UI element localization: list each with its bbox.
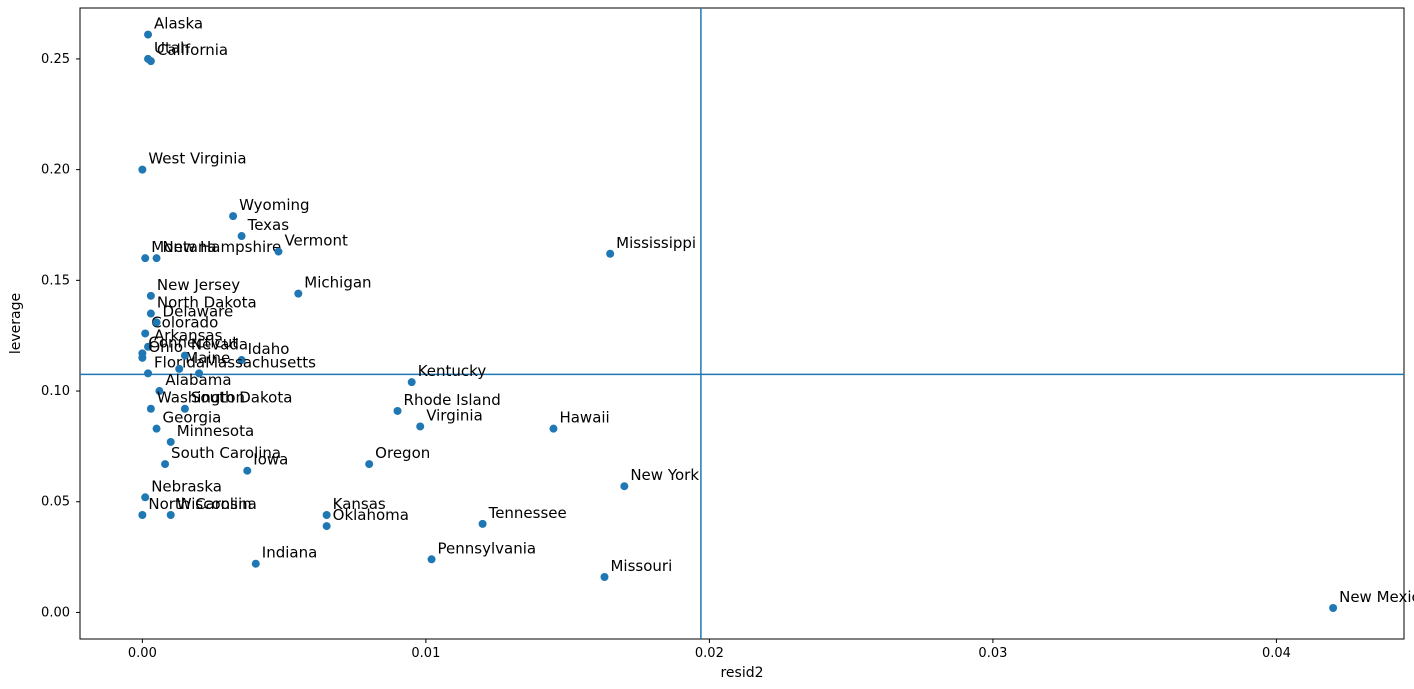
data-point-label: Michigan — [304, 274, 371, 292]
x-tick-label: 0.03 — [978, 646, 1007, 661]
data-point — [479, 520, 487, 528]
data-point-label: Hawaii — [559, 409, 609, 427]
x-tick-label: 0.00 — [128, 646, 157, 661]
data-point — [229, 212, 237, 220]
data-point — [238, 232, 246, 240]
data-point-label: Vermont — [284, 232, 348, 250]
data-point — [144, 55, 152, 63]
data-point — [147, 405, 155, 413]
data-point — [1329, 604, 1337, 612]
data-point — [323, 522, 331, 530]
data-point — [175, 365, 183, 373]
x-tick-label: 0.02 — [695, 646, 724, 661]
data-point — [365, 460, 373, 468]
data-point — [147, 292, 155, 300]
x-axis-label: resid2 — [720, 665, 763, 681]
data-point-label: Nebraska — [151, 477, 222, 495]
data-point — [416, 422, 424, 430]
data-point-label: Texas — [247, 216, 290, 234]
data-point — [153, 425, 161, 433]
data-point-label: Virginia — [426, 406, 483, 424]
data-point-label: Missouri — [610, 557, 672, 575]
data-point-label: Oklahoma — [333, 506, 409, 524]
x-tick-label: 0.01 — [411, 646, 440, 661]
data-point — [161, 460, 169, 468]
data-point-label: Massachusetts — [205, 353, 316, 371]
data-point-label: New Jersey — [157, 276, 240, 294]
y-tick-label: 0.00 — [41, 605, 70, 620]
data-point-label: Alaska — [154, 15, 203, 33]
y-tick-label: 0.15 — [41, 273, 70, 288]
data-point — [408, 378, 416, 386]
data-point — [138, 166, 146, 174]
data-point-label: Pennsylvania — [438, 539, 537, 557]
data-point — [323, 511, 331, 519]
data-point-label: New Hampshire — [163, 238, 282, 256]
data-point-label: New Mexico — [1339, 588, 1414, 606]
chart-svg: 0.00 0.01 0.02 0.03 0.04 0.00 0.05 0.10 0.15 0.20… — [0, 0, 1414, 689]
data-point — [600, 573, 608, 581]
data-point-label: Mississippi — [616, 234, 696, 252]
data-point — [394, 407, 402, 415]
data-point — [428, 555, 436, 563]
data-point-label: Minnesota — [177, 422, 254, 440]
y-tick-label: 0.10 — [41, 384, 70, 399]
data-point-label: Nevada — [191, 336, 248, 354]
data-point-label: Indiana — [262, 544, 318, 562]
data-point — [243, 467, 251, 475]
data-point — [274, 248, 282, 256]
data-point — [195, 369, 203, 377]
data-point-label: New York — [630, 466, 699, 484]
scatter-chart: 0.00 0.01 0.02 0.03 0.04 0.00 0.05 0.10 0.15 0.20… — [0, 0, 1414, 689]
data-point — [294, 290, 302, 298]
x-tick-label: 0.04 — [1262, 646, 1291, 661]
data-point-label: Wyoming — [239, 196, 309, 214]
data-point-label: West Virginia — [148, 150, 246, 168]
data-point — [549, 425, 557, 433]
data-point — [252, 560, 260, 568]
y-tick-label: 0.05 — [41, 495, 70, 510]
data-point — [620, 482, 628, 490]
data-point — [153, 254, 161, 262]
data-point-label: Kentucky — [418, 362, 487, 380]
data-point — [141, 254, 149, 262]
data-point — [138, 354, 146, 362]
y-tick-label: 0.25 — [41, 52, 70, 67]
data-point — [153, 318, 161, 326]
data-point — [138, 511, 146, 519]
data-point-label: North Dakota — [157, 294, 257, 312]
data-point — [606, 250, 614, 258]
data-point — [147, 310, 155, 318]
data-point-label: Wisconsin — [177, 495, 252, 513]
data-point-label: Washington — [157, 389, 245, 407]
data-point-label: Oregon — [375, 444, 430, 462]
data-point — [167, 511, 175, 519]
data-point-label: Tennessee — [488, 504, 567, 522]
data-point — [144, 369, 152, 377]
data-point-label: South Carolina — [171, 444, 281, 462]
data-point-label: Utah — [154, 39, 190, 57]
y-tick-label: 0.20 — [41, 163, 70, 178]
data-point-label: Ohio — [148, 338, 183, 356]
data-point — [144, 31, 152, 39]
y-axis-label: leverage — [8, 293, 24, 354]
